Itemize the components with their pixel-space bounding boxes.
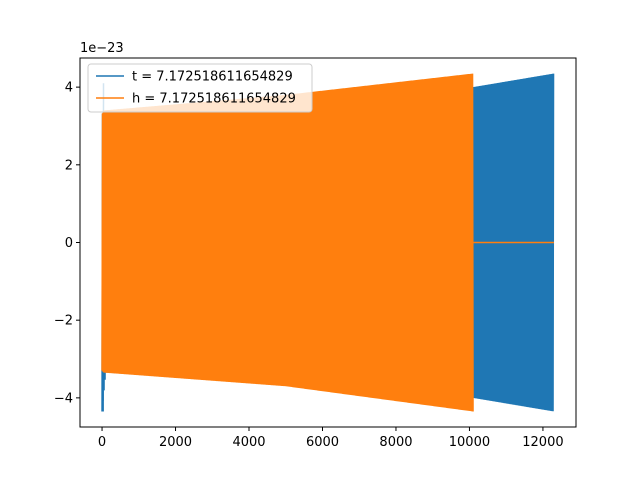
- legend-label: t = 7.172518611654829: [132, 70, 293, 85]
- x-tick-label: 10000: [449, 435, 490, 450]
- y-tick-label: 4: [65, 81, 73, 96]
- x-tick-label: 12000: [522, 435, 563, 450]
- legend-box: [87, 63, 313, 113]
- x-tick-label: 6000: [306, 435, 339, 450]
- x-tick-label: 0: [98, 435, 106, 450]
- y-tick-label: −2: [54, 314, 73, 329]
- y-tick-label: −4: [54, 391, 73, 406]
- y-axis: −4 −2 0 2 4: [54, 81, 80, 406]
- plot-area: [101, 73, 555, 412]
- x-axis: 0 2000 4000 6000 8000 10000 12000: [98, 427, 564, 450]
- legend-label: h = 7.172518611654829: [132, 92, 296, 107]
- x-tick-label: 2000: [159, 435, 192, 450]
- legend: t = 7.172518611654829 h = 7.1725186116548…: [87, 63, 313, 113]
- y-offset-label: 1e−23: [80, 41, 124, 56]
- y-tick-label: 2: [65, 158, 73, 173]
- x-tick-label: 8000: [379, 435, 412, 450]
- y-tick-label: 0: [65, 236, 73, 251]
- series-line: [101, 73, 474, 412]
- x-tick-label: 4000: [232, 435, 265, 450]
